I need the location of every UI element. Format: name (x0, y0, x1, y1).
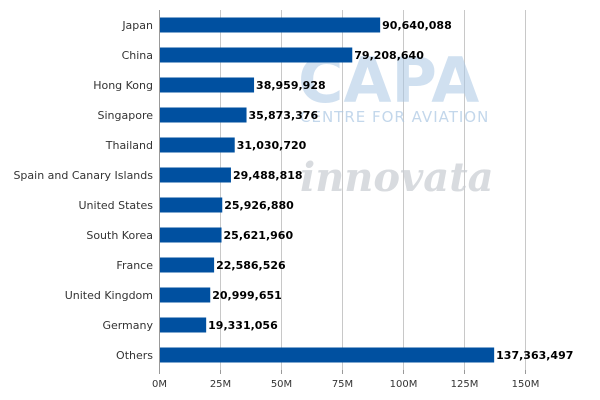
watermark: CAPA CENTRE FOR AVIATION innovata (298, 44, 494, 201)
bar (160, 287, 211, 303)
category-label: United Kingdom (65, 289, 153, 302)
bar (160, 227, 222, 243)
category-label: Germany (102, 319, 153, 332)
category-label: France (116, 259, 153, 272)
category-label: Thailand (105, 139, 153, 152)
x-tick-label: 25M (210, 379, 231, 390)
category-label: United States (79, 199, 154, 212)
bar (160, 47, 353, 63)
value-label: 25,621,960 (224, 229, 294, 242)
x-tick-label: 50M (271, 379, 292, 390)
value-labels: 90,640,088 79,208,640 38,959,928 35,873,376… (208, 19, 573, 362)
category-label: Japan (121, 19, 153, 32)
x-tick-label: 150M (512, 379, 540, 390)
bar (160, 77, 255, 93)
bar (160, 17, 381, 33)
value-label: 38,959,928 (256, 79, 326, 92)
x-tick-label: 100M (390, 379, 418, 390)
category-label: South Korea (86, 229, 153, 242)
category-label: Spain and Canary Islands (13, 169, 153, 182)
value-label: 22,586,526 (216, 259, 286, 272)
value-label: 90,640,088 (382, 19, 452, 32)
category-label: Hong Kong (93, 79, 153, 92)
capa-subtitle: CENTRE FOR AVIATION (300, 108, 489, 126)
category-label: Others (116, 349, 153, 362)
category-label: Singapore (98, 109, 154, 122)
value-label: 137,363,497 (496, 349, 573, 362)
value-label: 79,208,640 (354, 49, 424, 62)
bar (160, 317, 207, 333)
x-tick-label: 0M (152, 379, 167, 390)
innovata-logo: innovata (300, 154, 494, 201)
x-axis-ticks: 0M 25M 50M 75M 100M 125M 150M (152, 370, 539, 390)
category-label: China (122, 49, 153, 62)
value-label: 25,926,880 (224, 199, 294, 212)
bar (160, 197, 223, 213)
value-label: 29,488,818 (233, 169, 303, 182)
category-labels: Japan China Hong Kong Singapore Thailand Spai… (13, 19, 153, 362)
value-label: 20,999,651 (212, 289, 282, 302)
bar (160, 257, 215, 273)
bar (160, 107, 247, 123)
value-label: 35,873,376 (249, 109, 319, 122)
gridlines (220, 10, 526, 370)
bar (160, 167, 231, 183)
bar (160, 137, 235, 153)
bar (160, 347, 495, 363)
value-label: 31,030,720 (237, 139, 307, 152)
x-tick-label: 125M (451, 379, 479, 390)
bars (160, 17, 495, 363)
value-label: 19,331,056 (208, 319, 278, 332)
x-tick-label: 75M (332, 379, 353, 390)
